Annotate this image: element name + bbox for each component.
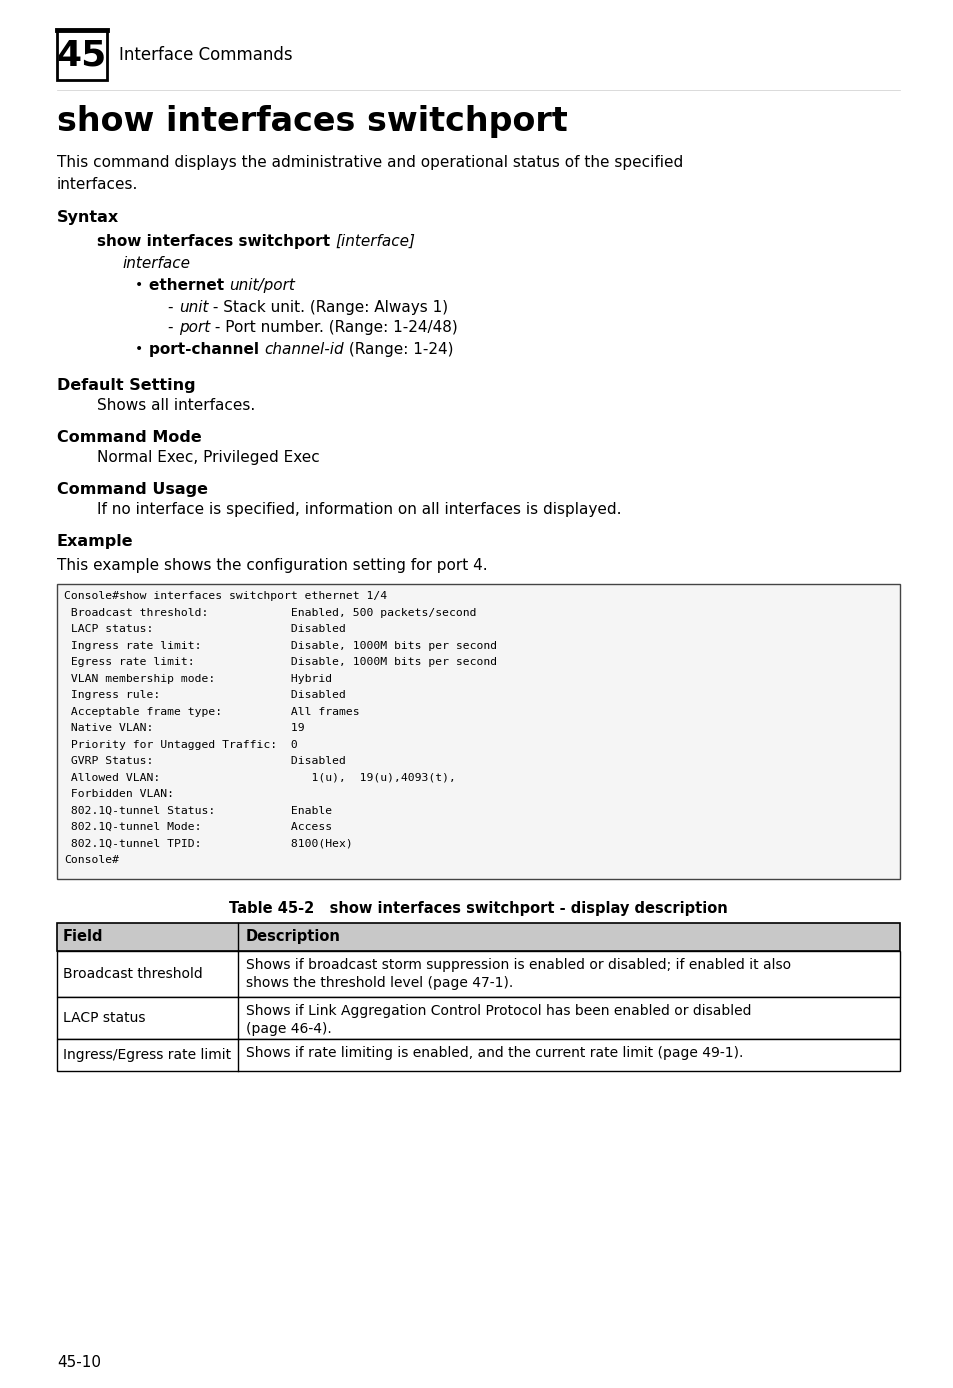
Text: Table 45-2   show interfaces switchport - display description: Table 45-2 show interfaces switchport - … [229,901,727,916]
Text: channel-id: channel-id [264,341,343,357]
Text: This example shows the configuration setting for port 4.: This example shows the configuration set… [57,558,487,573]
Text: This command displays the administrative and operational status of the specified: This command displays the administrative… [57,155,682,192]
Text: Shows if Link Aggregation Control Protocol has been enabled or disabled
(page 46: Shows if Link Aggregation Control Protoc… [246,1004,751,1037]
Bar [57,997,899,1038]
Text: Broadcast threshold: Broadcast threshold [63,966,203,980]
Text: Ingress rule:                   Disabled: Ingress rule: Disabled [64,690,346,700]
Text: unit: unit [179,300,209,315]
Text: •: • [135,278,143,291]
Text: Native VLAN:                    19: Native VLAN: 19 [64,723,304,733]
Bar [57,584,899,879]
Text: Field: Field [63,929,103,944]
Text: Command Mode: Command Mode [57,430,201,446]
Text: port-channel: port-channel [149,341,264,357]
Text: 45: 45 [57,37,107,72]
Text: Allowed VLAN:                      1(u),  19(u),4093(t),: Allowed VLAN: 1(u), 19(u),4093(t), [64,773,456,783]
Text: port: port [179,321,210,335]
Bar [57,951,899,997]
Text: Shows if broadcast storm suppression is enabled or disabled; if enabled it also
: Shows if broadcast storm suppression is … [246,958,790,991]
Text: Console#show interfaces switchport ethernet 1/4: Console#show interfaces switchport ether… [64,591,387,601]
Text: LACP status: LACP status [63,1010,146,1024]
Text: VLAN membership mode:           Hybrid: VLAN membership mode: Hybrid [64,673,332,683]
Text: Default Setting: Default Setting [57,378,195,393]
Bar [57,31,107,81]
Text: show interfaces switchport: show interfaces switchport [97,235,335,248]
Text: - Stack unit. (Range: Always 1): - Stack unit. (Range: Always 1) [209,300,448,315]
Text: Example: Example [57,534,133,550]
Text: Broadcast threshold:            Enabled, 500 packets/second: Broadcast threshold: Enabled, 500 packet… [64,608,476,618]
Text: Syntax: Syntax [57,210,119,225]
Text: Acceptable frame type:          All frames: Acceptable frame type: All frames [64,706,359,716]
Text: •: • [135,341,143,355]
Text: unit/port: unit/port [229,278,294,293]
Text: 802.1Q-tunnel Mode:             Access: 802.1Q-tunnel Mode: Access [64,822,332,831]
Text: Priority for Untagged Traffic:  0: Priority for Untagged Traffic: 0 [64,740,297,750]
Text: Console#: Console# [64,855,119,865]
Text: GVRP Status:                    Disabled: GVRP Status: Disabled [64,756,346,766]
Text: 45-10: 45-10 [57,1355,101,1370]
Text: Interface Commands: Interface Commands [119,46,293,64]
Text: If no interface is specified, information on all interfaces is displayed.: If no interface is specified, informatio… [97,502,620,516]
Text: -: - [167,300,172,315]
Text: Ingress rate limit:             Disable, 1000M bits per second: Ingress rate limit: Disable, 1000M bits … [64,640,497,651]
Bar [57,923,899,951]
Text: Ingress/Egress rate limit: Ingress/Egress rate limit [63,1048,231,1062]
Text: [interface]: [interface] [335,235,415,248]
Text: interface: interface [122,255,190,271]
Text: Command Usage: Command Usage [57,482,208,497]
Text: LACP status:                    Disabled: LACP status: Disabled [64,625,346,634]
Text: ethernet: ethernet [149,278,229,293]
Text: 802.1Q-tunnel Status:           Enable: 802.1Q-tunnel Status: Enable [64,805,332,816]
Bar [57,1038,899,1070]
Text: Description: Description [246,929,340,944]
Text: Forbidden VLAN:: Forbidden VLAN: [64,788,173,799]
Text: - Port number. (Range: 1-24/48): - Port number. (Range: 1-24/48) [210,321,457,335]
Text: Normal Exec, Privileged Exec: Normal Exec, Privileged Exec [97,450,319,465]
Text: (Range: 1-24): (Range: 1-24) [343,341,453,357]
Text: Shows if rate limiting is enabled, and the current rate limit (page 49-1).: Shows if rate limiting is enabled, and t… [246,1045,742,1059]
Text: show interfaces switchport: show interfaces switchport [57,105,567,137]
Text: Egress rate limit:              Disable, 1000M bits per second: Egress rate limit: Disable, 1000M bits p… [64,657,497,668]
Text: 802.1Q-tunnel TPID:             8100(Hex): 802.1Q-tunnel TPID: 8100(Hex) [64,838,353,848]
Text: -: - [167,321,172,335]
Text: Shows all interfaces.: Shows all interfaces. [97,398,255,414]
